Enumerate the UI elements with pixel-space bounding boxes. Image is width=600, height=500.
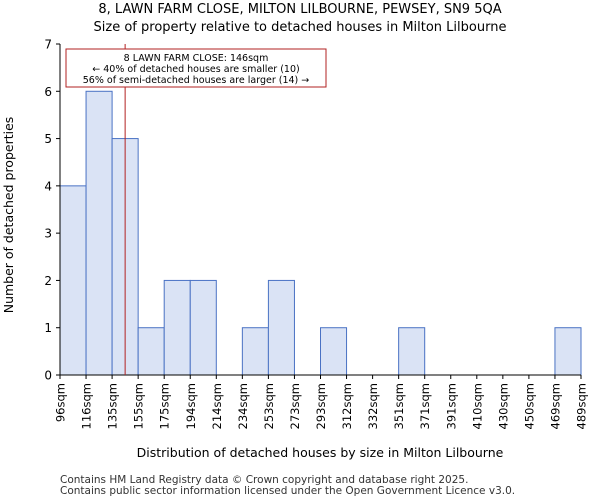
- x-tick-label: 135sqm: [106, 383, 120, 429]
- bar-469sqm: [554, 327, 582, 376]
- x-tick-label: 410sqm: [470, 383, 484, 429]
- y-tick-label: 3: [44, 227, 52, 241]
- x-tick-label: 253sqm: [262, 383, 276, 429]
- x-tick-label: 175sqm: [158, 383, 172, 429]
- annotation-line-2: ← 40% of detached houses are smaller (10…: [92, 64, 299, 75]
- x-tick-label: 391sqm: [444, 383, 458, 429]
- bar-253sqm: [267, 279, 295, 376]
- x-tick-label: 155sqm: [132, 383, 146, 429]
- chart-subtitle: Size of property relative to detached ho…: [93, 20, 507, 35]
- y-tick-label: 0: [44, 369, 52, 383]
- y-tick-label: 5: [44, 132, 52, 146]
- x-tick-label: 273sqm: [288, 383, 302, 429]
- chart-title: 8, LAWN FARM CLOSE, MILTON LILBOURNE, PE…: [98, 2, 502, 17]
- bar-234sqm: [241, 327, 269, 376]
- x-tick-label: 312sqm: [340, 383, 354, 429]
- y-tick-label: 6: [44, 85, 52, 99]
- y-tick-label: 7: [44, 38, 52, 52]
- x-tick-label: 371sqm: [418, 383, 432, 429]
- x-tick-label: 450sqm: [522, 383, 536, 429]
- x-tick-label: 96sqm: [54, 383, 68, 422]
- x-tick-label: 214sqm: [210, 383, 224, 429]
- annotation-line-3: 56% of semi-detached houses are larger (…: [83, 75, 310, 86]
- x-tick-label: 332sqm: [366, 383, 380, 429]
- x-tick-label: 351sqm: [392, 383, 406, 429]
- y-tick-label: 2: [44, 274, 52, 288]
- bar-155sqm: [137, 327, 165, 376]
- bar-293sqm: [320, 327, 348, 376]
- x-axis-label: Distribution of detached houses by size …: [137, 445, 504, 460]
- bar-96sqm: [59, 185, 87, 376]
- annotation-line-1: 8 LAWN FARM CLOSE: 146sqm: [124, 53, 269, 64]
- x-tick-label: 194sqm: [184, 383, 198, 429]
- bar-175sqm: [163, 279, 191, 376]
- annotation-box: [65, 48, 327, 88]
- bar-351sqm: [398, 327, 426, 376]
- y-tick-label: 1: [44, 321, 52, 335]
- x-tick-label: 293sqm: [314, 383, 328, 429]
- y-tick-label: 4: [44, 179, 52, 193]
- x-tick-label: 489sqm: [575, 383, 589, 429]
- x-tick-label: 430sqm: [496, 383, 510, 429]
- x-tick-label: 469sqm: [548, 383, 562, 429]
- y-axis-label: Number of detached properties: [1, 117, 16, 314]
- footer-copyright: Contains HM Land Registry data © Crown c…: [60, 474, 469, 486]
- bar-116sqm: [85, 90, 113, 376]
- bar-194sqm: [189, 279, 217, 376]
- x-tick-label: 116sqm: [80, 383, 94, 429]
- footer-licence: Contains public sector information licen…: [60, 485, 516, 497]
- x-tick-label: 234sqm: [236, 383, 250, 429]
